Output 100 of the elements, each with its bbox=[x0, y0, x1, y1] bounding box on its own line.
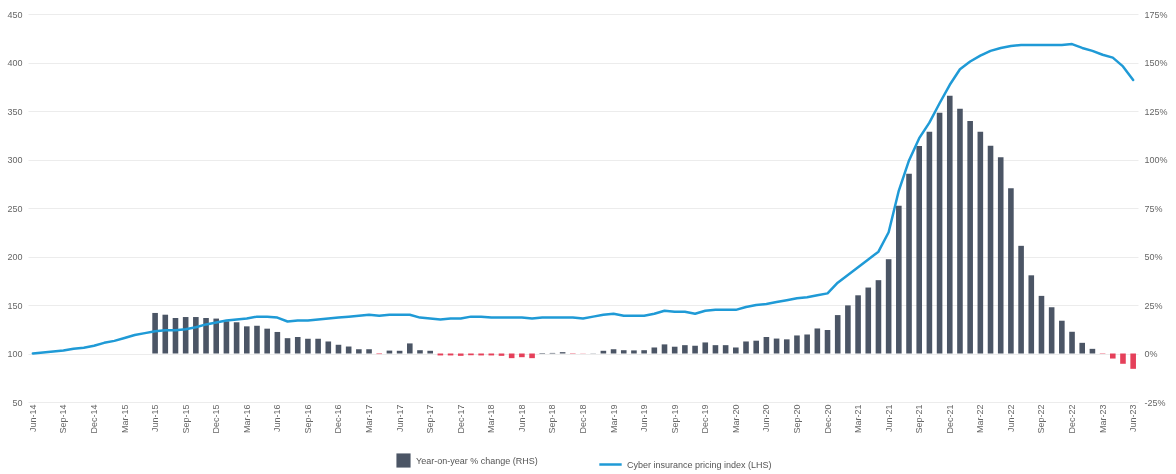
x-tick-label: Dec-20 bbox=[822, 404, 833, 434]
y-tick-label: 200 bbox=[7, 252, 23, 262]
bar bbox=[1008, 188, 1014, 354]
bar bbox=[427, 350, 433, 354]
y-tick-label: 50 bbox=[12, 397, 23, 408]
bar bbox=[1038, 295, 1045, 354]
bar bbox=[233, 322, 240, 354]
bar bbox=[692, 345, 698, 354]
bar bbox=[845, 305, 851, 354]
y2-tick-label: -25% bbox=[1144, 397, 1166, 408]
legend-label: Year-on-year % change (RHS) bbox=[416, 455, 538, 466]
bar bbox=[284, 338, 291, 354]
bar bbox=[641, 350, 647, 354]
x-tick-label: Dec-18 bbox=[578, 404, 588, 434]
x-tick-label: Jun-14 bbox=[27, 404, 38, 433]
legend-label: Cyber insurance pricing index (LHS) bbox=[627, 459, 772, 470]
bar bbox=[203, 318, 209, 354]
bar bbox=[804, 334, 810, 354]
y2-tick-label: 75% bbox=[1144, 203, 1163, 214]
x-tick-label: Jun-16 bbox=[272, 404, 283, 433]
bar bbox=[254, 325, 260, 354]
y2-tick-label: 175% bbox=[1144, 9, 1168, 20]
bar bbox=[967, 121, 973, 354]
x-tick-label: Sep-16 bbox=[302, 404, 313, 434]
x-tick-label: Dec-19 bbox=[700, 404, 711, 434]
bar bbox=[906, 173, 912, 354]
bar bbox=[671, 346, 678, 354]
x-tick-label: Dec-17 bbox=[455, 404, 466, 434]
bar bbox=[243, 326, 250, 354]
bar bbox=[1079, 342, 1086, 354]
y-tick-label: 400 bbox=[7, 58, 23, 68]
bar bbox=[407, 343, 413, 354]
bar bbox=[315, 338, 321, 354]
bar bbox=[600, 350, 607, 354]
bar bbox=[814, 328, 821, 354]
x-tick-label: Sep-17 bbox=[425, 404, 436, 434]
bar bbox=[794, 335, 800, 354]
x-tick-label: Mar-19 bbox=[608, 404, 619, 434]
y-tick-label: 150 bbox=[7, 300, 23, 311]
x-tick-label: Dec-14 bbox=[88, 404, 99, 434]
bar bbox=[661, 344, 668, 354]
y2-tick-label: 125% bbox=[1144, 106, 1168, 117]
bar bbox=[957, 108, 963, 354]
bar bbox=[1018, 245, 1024, 354]
x-tick-label: Sep-18 bbox=[547, 404, 558, 434]
bar bbox=[356, 349, 362, 354]
y-tick-label: 350 bbox=[7, 106, 23, 117]
bar bbox=[875, 280, 882, 354]
bar bbox=[631, 350, 637, 354]
x-tick-label: Sep-15 bbox=[180, 404, 191, 434]
bar bbox=[417, 350, 423, 354]
bar bbox=[855, 295, 861, 354]
bar bbox=[712, 345, 719, 354]
x-tick-label: Jun-20 bbox=[761, 404, 772, 433]
bar bbox=[213, 318, 220, 354]
x-tick-label: Dec-16 bbox=[333, 404, 344, 434]
bar bbox=[682, 345, 688, 354]
line-series bbox=[31, 42, 1135, 355]
x-tick-label: Sep-22 bbox=[1036, 404, 1047, 434]
bar bbox=[834, 315, 841, 354]
bar bbox=[1048, 307, 1055, 354]
y2-tick-label: 50% bbox=[1144, 252, 1163, 262]
y2-tick-label: 0% bbox=[1144, 349, 1158, 359]
bar bbox=[386, 350, 393, 354]
bar bbox=[152, 312, 158, 354]
x-tick-label: Dec-15 bbox=[211, 404, 222, 434]
bar bbox=[274, 331, 281, 354]
bar bbox=[763, 337, 770, 354]
x-tick-label: Jun-18 bbox=[516, 404, 527, 433]
bar bbox=[916, 146, 923, 354]
x-tick-label: Sep-20 bbox=[791, 404, 802, 434]
bar bbox=[1109, 353, 1116, 359]
x-tick-label: Sep-21 bbox=[914, 404, 925, 434]
bar bbox=[610, 349, 617, 354]
x-tick-label: Jun-23 bbox=[1128, 404, 1139, 433]
bar bbox=[1069, 331, 1075, 354]
x-tick-label: Jun-22 bbox=[1005, 404, 1016, 433]
y2-tick-label: 100% bbox=[1144, 155, 1168, 165]
bar bbox=[345, 346, 352, 354]
bar bbox=[264, 328, 270, 354]
y-tick-label: 300 bbox=[7, 155, 23, 165]
bar bbox=[997, 157, 1004, 354]
bar bbox=[702, 342, 709, 354]
x-tick-label: Mar-17 bbox=[364, 404, 375, 434]
bar bbox=[824, 330, 831, 354]
x-tick-label: Jun-21 bbox=[883, 404, 894, 433]
x-tick-label: Dec-21 bbox=[944, 404, 955, 434]
bar bbox=[1120, 353, 1126, 364]
bar bbox=[1028, 275, 1035, 354]
y-tick-label: 450 bbox=[7, 9, 23, 20]
bar bbox=[743, 341, 749, 354]
bar bbox=[529, 353, 535, 359]
bar bbox=[305, 338, 311, 354]
bar bbox=[896, 205, 902, 354]
bar bbox=[885, 259, 892, 354]
x-tick-label: Mar-20 bbox=[730, 404, 741, 434]
x-tick-label: Mar-15 bbox=[119, 404, 130, 434]
x-tick-label: Jun-15 bbox=[150, 404, 161, 433]
x-tick-label: Jun-17 bbox=[394, 404, 405, 433]
bar bbox=[396, 350, 403, 354]
